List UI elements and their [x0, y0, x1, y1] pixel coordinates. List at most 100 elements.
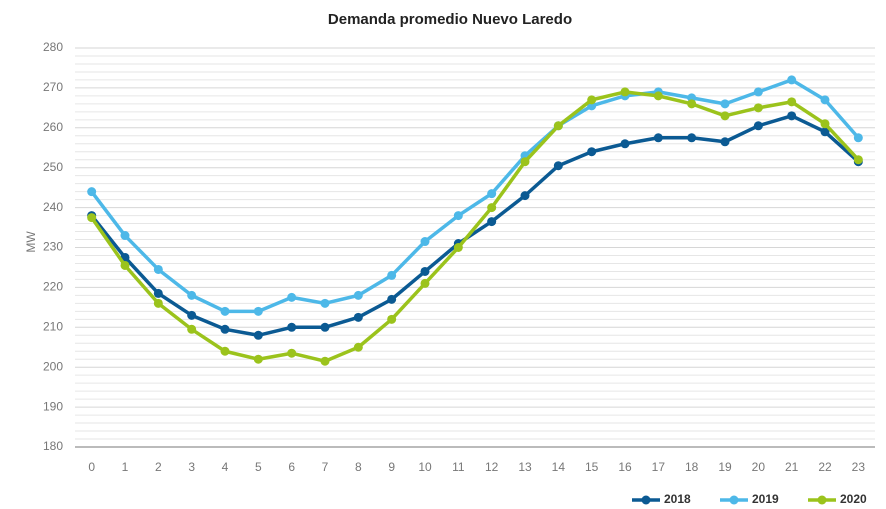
- data-point: [287, 348, 297, 358]
- data-point: [87, 187, 97, 197]
- y-tick-label: 210: [43, 319, 63, 333]
- data-point: [320, 356, 330, 366]
- x-tick-label: 22: [818, 460, 832, 474]
- data-point: [220, 306, 230, 316]
- y-tick-label: 180: [43, 439, 63, 453]
- data-point: [820, 127, 830, 137]
- data-point: [253, 330, 263, 340]
- legend-label: 2019: [752, 492, 779, 506]
- data-point: [420, 266, 430, 276]
- y-tick-label: 200: [43, 359, 63, 373]
- y-tick-label: 190: [43, 399, 63, 413]
- x-tick-label: 2: [155, 460, 162, 474]
- data-point: [553, 121, 563, 131]
- data-point: [153, 264, 163, 274]
- data-point: [353, 290, 363, 300]
- data-point: [487, 217, 497, 227]
- data-point: [453, 243, 463, 252]
- data-point: [287, 292, 297, 302]
- data-point: [253, 354, 263, 364]
- x-tick-label: 7: [322, 460, 329, 474]
- x-tick-label: 3: [188, 460, 195, 474]
- data-point: [287, 322, 297, 332]
- x-tick-label: 8: [355, 460, 362, 474]
- x-tick-label: 15: [585, 460, 599, 474]
- data-point: [120, 231, 130, 241]
- x-tick-label: 21: [785, 460, 799, 474]
- data-point: [787, 111, 797, 121]
- data-point: [720, 111, 730, 121]
- data-point: [820, 95, 830, 105]
- y-tick-label: 220: [43, 280, 63, 294]
- data-point: [687, 133, 697, 143]
- y-tick-label: 250: [43, 160, 63, 174]
- x-tick-label: 10: [418, 460, 432, 474]
- data-point: [720, 137, 730, 147]
- data-point: [720, 99, 730, 109]
- data-point: [187, 310, 197, 320]
- x-tick-label: 6: [288, 460, 295, 474]
- data-point: [220, 346, 230, 356]
- data-point: [787, 97, 797, 107]
- y-tick-label: 240: [43, 200, 63, 214]
- data-point: [687, 99, 697, 109]
- data-point: [420, 237, 430, 247]
- data-point: [853, 155, 863, 165]
- x-tick-label: 14: [552, 460, 566, 474]
- data-point: [653, 133, 663, 143]
- data-point: [320, 322, 330, 332]
- data-point: [187, 290, 197, 300]
- legend-marker: [729, 495, 739, 505]
- data-point: [353, 312, 363, 322]
- x-tick-label: 4: [222, 460, 229, 474]
- x-tick-label: 20: [752, 460, 766, 474]
- data-point: [520, 191, 530, 201]
- data-point: [387, 314, 397, 324]
- legend-marker: [641, 495, 651, 505]
- data-point: [853, 133, 863, 143]
- data-point: [753, 87, 763, 97]
- series-line: [90, 78, 860, 314]
- data-point: [620, 139, 630, 149]
- data-point: [87, 213, 97, 223]
- x-tick-label: 1: [122, 460, 129, 474]
- data-point: [187, 324, 197, 334]
- data-point: [420, 278, 430, 288]
- legend-label: 2018: [664, 492, 691, 506]
- data-point: [587, 147, 597, 157]
- data-point: [553, 161, 563, 171]
- data-point: [353, 342, 363, 352]
- data-point: [153, 298, 163, 308]
- data-point: [487, 203, 497, 213]
- y-tick-label: 230: [43, 240, 63, 254]
- data-point: [753, 103, 763, 113]
- x-tick-label: 19: [718, 460, 732, 474]
- data-point: [520, 157, 530, 167]
- data-point: [453, 211, 463, 221]
- x-tick-label: 11: [452, 460, 465, 474]
- data-point: [753, 121, 763, 131]
- data-point: [153, 288, 163, 298]
- data-point: [487, 189, 497, 199]
- data-point: [387, 294, 397, 304]
- legend-label: 2020: [840, 492, 867, 506]
- data-point: [320, 298, 330, 308]
- x-tick-label: 0: [88, 460, 95, 474]
- series-line: [90, 114, 860, 338]
- data-point: [787, 75, 797, 85]
- x-tick-label: 16: [618, 460, 632, 474]
- y-tick-label: 280: [43, 40, 63, 54]
- data-point: [587, 95, 597, 105]
- x-tick-label: 12: [485, 460, 499, 474]
- x-tick-label: 5: [255, 460, 262, 474]
- series-line: [90, 90, 860, 363]
- x-tick-label: 23: [852, 460, 866, 474]
- y-tick-label: 270: [43, 80, 63, 94]
- data-point: [653, 91, 663, 101]
- data-point: [820, 119, 830, 129]
- data-point: [620, 87, 630, 97]
- x-tick-label: 17: [652, 460, 666, 474]
- x-tick-label: 18: [685, 460, 699, 474]
- y-tick-label: 260: [43, 120, 63, 134]
- data-point: [387, 270, 397, 280]
